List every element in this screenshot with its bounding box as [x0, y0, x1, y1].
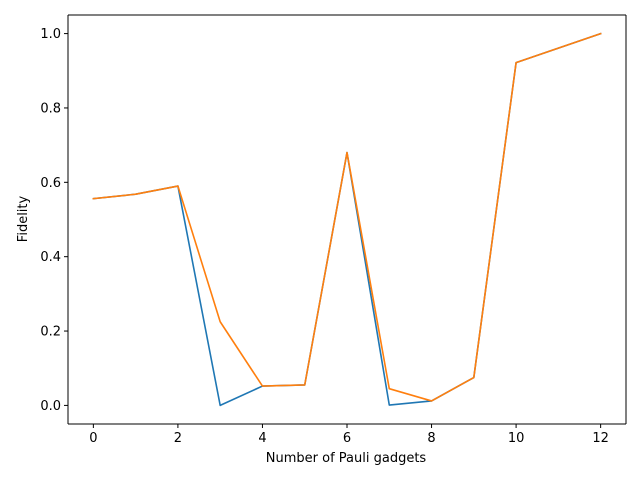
x-tick-label: 2	[174, 431, 182, 446]
x-tick-label: 12	[592, 431, 609, 446]
plot-area	[92, 32, 602, 407]
x-tick-label: 4	[258, 431, 266, 446]
x-tick-label: 10	[508, 431, 525, 446]
series-line-2	[92, 32, 602, 402]
y-tick-label: 0.0	[40, 399, 61, 414]
axes: 0 2 4 6 8 10 12 0.0 0.2 0.4 0.6 0.8 1.0	[40, 14, 627, 446]
y-tick-label: 0.8	[40, 101, 61, 116]
y-tick-label: 0.2	[40, 325, 61, 340]
x-tick-label: 8	[427, 431, 435, 446]
x-axis-label: Number of Pauli gadgets	[266, 451, 427, 466]
y-tick-label: 0.6	[40, 176, 61, 191]
x-tick-label: 6	[343, 431, 351, 446]
y-tick-label: 1.0	[40, 27, 61, 42]
x-tick-label: 0	[89, 431, 97, 446]
y-tick-label: 0.4	[40, 250, 61, 265]
y-axis-label: Fidelity	[16, 195, 31, 242]
